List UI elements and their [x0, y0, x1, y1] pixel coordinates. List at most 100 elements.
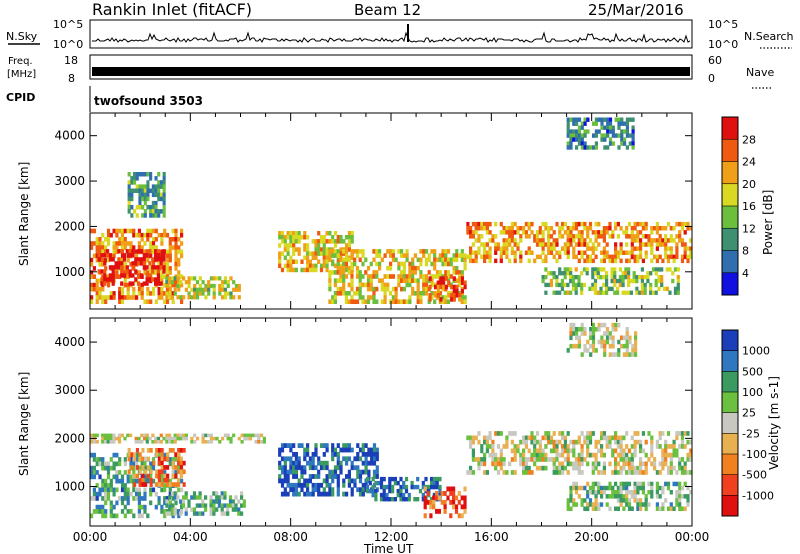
heatmap-cell	[143, 200, 147, 206]
heatmap-cell	[168, 440, 172, 444]
heatmap-cell	[444, 276, 448, 281]
heatmap-cell	[588, 286, 592, 291]
heatmap-cell	[133, 209, 137, 214]
heatmap-cell	[160, 270, 164, 275]
heatmap-cell	[650, 439, 654, 445]
heatmap-cell	[594, 481, 598, 487]
heatmap-cell	[303, 235, 307, 240]
heatmap-cell	[555, 278, 559, 284]
heatmap-cell	[90, 440, 94, 444]
heatmap-cell	[571, 278, 576, 284]
heatmap-cell	[535, 457, 540, 462]
heatmap-cell	[166, 482, 170, 487]
heatmap-cell	[195, 511, 199, 516]
heatmap-cell	[491, 452, 495, 458]
heatmap-cell	[103, 261, 107, 266]
heatmap-cell	[129, 295, 133, 300]
heatmap-cell	[394, 257, 398, 263]
heatmap-cell	[331, 253, 335, 258]
heatmap-cell	[599, 290, 603, 295]
heatmap-cell	[639, 485, 643, 491]
heatmap-cell	[433, 261, 437, 267]
heatmap-cell	[583, 435, 587, 441]
heatmap-cell	[168, 461, 172, 467]
heatmap-cell	[616, 444, 620, 449]
heatmap-cell	[614, 494, 618, 499]
heatmap-cell	[345, 267, 349, 273]
heatmap-cell	[408, 295, 412, 300]
heatmap-cell	[223, 295, 227, 300]
heatmap-cell	[278, 259, 282, 264]
heatmap-cell	[614, 254, 618, 260]
heatmap-cell	[575, 145, 579, 150]
heatmap-cell	[154, 299, 158, 304]
heatmap-cell	[345, 447, 349, 453]
heatmap-cell	[168, 270, 172, 275]
heatmap-cell	[627, 278, 631, 284]
heatmap-cell	[120, 291, 125, 296]
velocity-colorbar-swatch	[722, 392, 738, 413]
heatmap-cell	[636, 465, 640, 471]
heatmap-cell	[516, 226, 520, 231]
heatmap-cell	[616, 254, 620, 260]
heatmap-cell	[544, 452, 548, 458]
heatmap-cell	[166, 478, 170, 483]
heatmap-cell	[353, 465, 357, 471]
heatmap-cell	[633, 226, 637, 231]
heatmap-cell	[541, 457, 545, 462]
heatmap-cell	[123, 282, 127, 288]
heatmap-cell	[174, 232, 178, 238]
heatmap-cell	[289, 255, 293, 260]
heatmap-cell	[491, 444, 495, 449]
heatmap-cell	[303, 243, 307, 248]
heatmap-cell	[643, 286, 647, 291]
heatmap-cell	[157, 188, 161, 193]
heatmap-cell	[633, 481, 637, 487]
heatmap-cell	[350, 249, 354, 254]
heatmap-cell	[98, 504, 102, 510]
heatmap-cell	[347, 235, 351, 240]
heatmap-cell	[617, 121, 621, 126]
heatmap-cell	[657, 278, 661, 284]
heatmap-cell	[558, 290, 562, 295]
heatmap-cell	[130, 452, 134, 457]
heatmap-cell	[569, 335, 573, 341]
heatmap-cell	[618, 267, 622, 272]
heatmap-cell	[625, 125, 629, 130]
heatmap-cell	[311, 452, 315, 457]
heatmap-cell	[572, 250, 576, 255]
heatmap-cell	[683, 230, 687, 235]
heatmap-cell	[689, 448, 693, 454]
heatmap-cell	[533, 461, 537, 467]
heatmap-cell	[569, 141, 573, 146]
heatmap-cell	[424, 261, 429, 267]
heatmap-cell	[460, 253, 464, 258]
heatmap-cell	[159, 257, 163, 262]
heatmap-cell	[575, 137, 579, 142]
heatmap-cell	[339, 263, 343, 269]
x-tick-label: 12:00	[374, 530, 409, 544]
heatmap-cell	[502, 461, 506, 467]
heatmap-cell	[129, 241, 133, 246]
heatmap-cell	[286, 474, 290, 479]
heatmap-cell	[535, 448, 540, 454]
heatmap-cell	[402, 480, 406, 486]
heatmap-cell	[627, 258, 632, 264]
heatmap-cell	[207, 287, 211, 292]
heatmap-cell	[397, 261, 401, 267]
heatmap-cell	[622, 352, 626, 357]
heatmap-cell	[364, 465, 368, 471]
heatmap-cell	[378, 253, 382, 258]
heatmap-cell	[129, 491, 133, 497]
heatmap-cell	[666, 485, 671, 491]
heatmap-cell	[623, 141, 627, 146]
heatmap-cell	[126, 253, 130, 259]
heatmap-cell	[90, 465, 94, 471]
heatmap-cell	[594, 230, 598, 235]
heatmap-cell	[416, 291, 420, 296]
heatmap-cell	[137, 465, 141, 471]
heatmap-cell	[561, 234, 565, 239]
heatmap-cell	[138, 192, 142, 198]
heatmap-cell	[625, 352, 629, 357]
heatmap-cell	[168, 495, 172, 500]
